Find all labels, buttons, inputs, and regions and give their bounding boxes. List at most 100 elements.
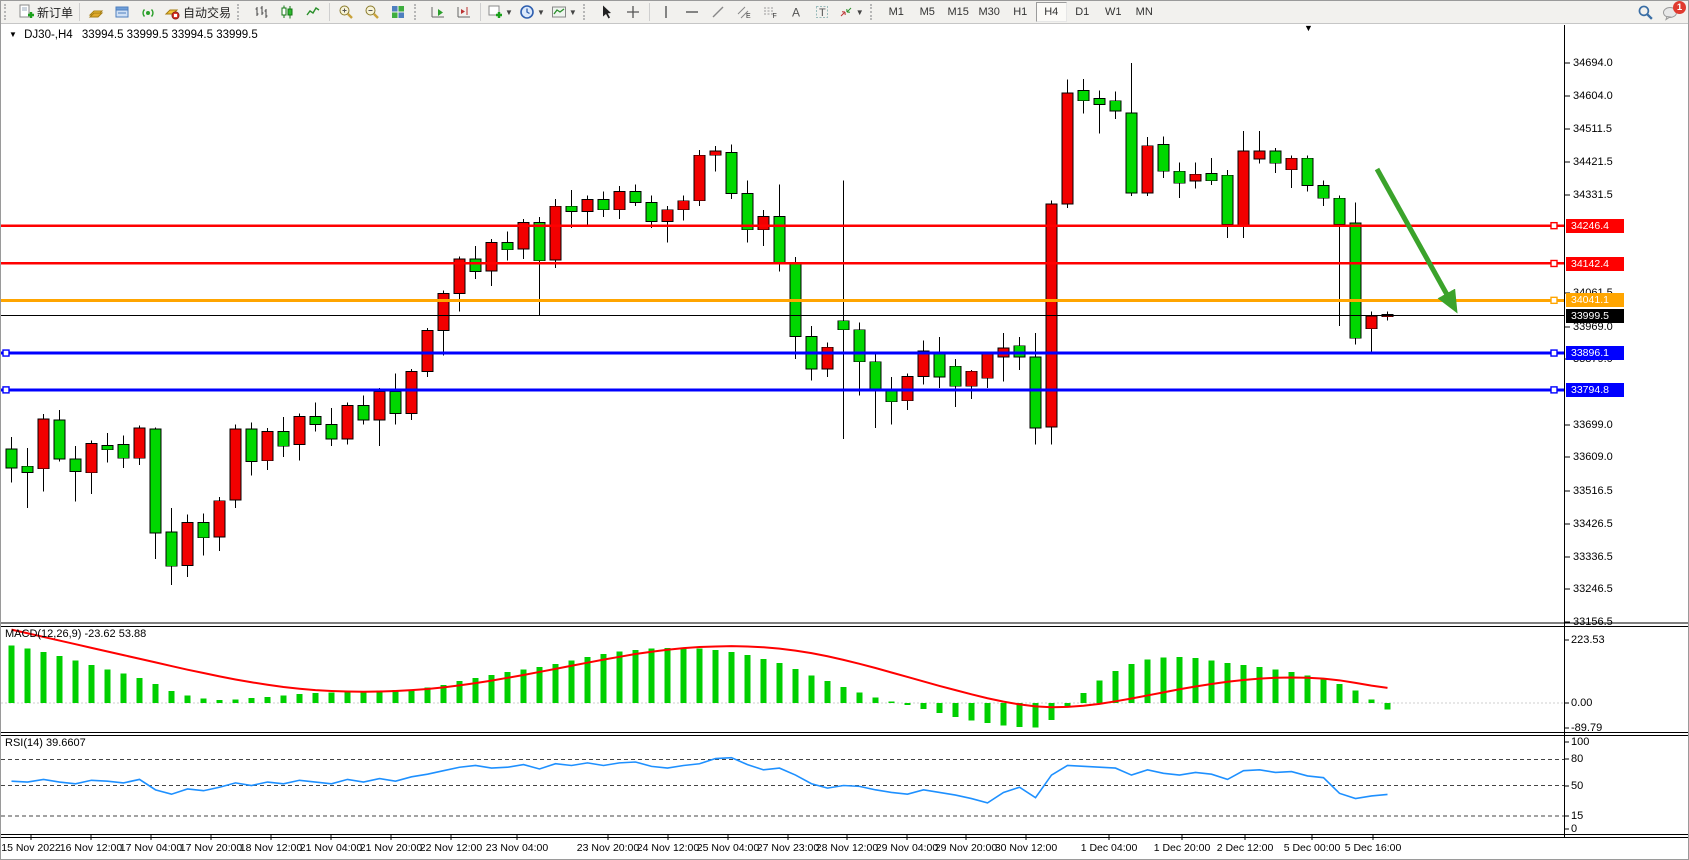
candle-body-up <box>181 522 194 566</box>
line-anchor-handle[interactable] <box>1550 386 1558 394</box>
separator <box>79 3 81 21</box>
macd-histogram-bar <box>760 658 767 703</box>
candle-body-down <box>1221 174 1234 225</box>
tile-windows-button[interactable] <box>385 1 411 23</box>
separator <box>648 3 650 21</box>
line-anchor-handle[interactable] <box>1550 221 1558 230</box>
macd-histogram-bar <box>1112 670 1119 703</box>
macd-histogram-bar <box>216 700 223 703</box>
time-axis-label: 28 Nov 12:00 <box>815 842 879 854</box>
new-order-button[interactable]: 新订单 <box>15 1 76 23</box>
toolbar-grip[interactable] <box>869 4 876 20</box>
text-label-button[interactable]: T <box>809 1 835 23</box>
candle-body-down <box>1157 143 1170 172</box>
candle-body-down <box>277 431 290 447</box>
macd-histogram-bar <box>1224 662 1231 703</box>
annotation-arrow-down[interactable] <box>1374 167 1458 314</box>
horizontal-line-button[interactable] <box>679 1 705 23</box>
price-level-badge: 33794.8 <box>1566 383 1624 397</box>
price-level-badge: 33999.5 <box>1566 309 1624 323</box>
line-anchor-handle[interactable] <box>1550 296 1558 305</box>
line-anchor-handle[interactable] <box>2 349 10 357</box>
macd-histogram-bar <box>680 648 687 703</box>
notifications-button[interactable]: 1 <box>1658 1 1686 23</box>
candle-body-up <box>1141 145 1154 194</box>
time-axis-label: 5 Dec 00:00 <box>1283 842 1341 854</box>
candle-body-down <box>165 531 178 567</box>
autotrade-button[interactable]: 自动交易 <box>161 1 234 23</box>
toolbar-grip[interactable] <box>4 4 10 20</box>
macd-histogram-bar <box>1352 690 1359 703</box>
candle-body-up <box>917 350 930 377</box>
time-axis-label: 21 Nov 20:00 <box>359 842 423 854</box>
auto-scroll-button[interactable] <box>425 1 451 23</box>
line-anchor-handle[interactable] <box>1550 349 1558 357</box>
time-axis-label: 25 Nov 04:00 <box>696 842 760 854</box>
indicators-dropdown[interactable]: ▼ <box>548 1 580 23</box>
arrows-dropdown[interactable]: ▼ <box>835 1 867 23</box>
candle-body-down <box>1109 100 1122 112</box>
candle-body-up <box>981 352 994 379</box>
timeframe-button-m1[interactable]: M1 <box>888 6 904 18</box>
period-clock-dropdown[interactable]: ▼ <box>516 1 548 23</box>
macd-histogram-bar <box>1016 703 1023 728</box>
macd-histogram-bar <box>1336 683 1343 703</box>
candle-body-up <box>421 330 434 373</box>
search-icon[interactable] <box>1632 1 1658 23</box>
chart-dropdown-icon[interactable]: ▼ <box>9 30 17 39</box>
candle-body-up <box>517 222 530 250</box>
macd-histogram-bar <box>424 687 431 703</box>
macd-histogram-bar <box>168 691 175 703</box>
chart-shift-button[interactable] <box>451 1 477 23</box>
time-axis-label: 2 Dec 12:00 <box>1216 842 1274 854</box>
price-axis-tick-label: 33336.5 <box>1573 551 1613 563</box>
bar-chart-button[interactable] <box>248 1 274 23</box>
candle-body-down <box>309 415 322 425</box>
timeframe-button-h1[interactable]: H1 <box>1013 6 1028 18</box>
cursor-button[interactable] <box>594 1 620 23</box>
timeframe-button-m15[interactable]: M15 <box>947 6 969 18</box>
line-chart-button[interactable] <box>300 1 326 23</box>
timeframe-button-d1[interactable]: D1 <box>1075 6 1090 18</box>
market-watch-button[interactable] <box>83 1 109 23</box>
candle-body-down <box>53 419 66 460</box>
dropdown-arrow-icon: ▼ <box>536 7 545 17</box>
timeframe-button-h4[interactable]: H4 <box>1035 2 1067 22</box>
candle-body-up <box>1253 150 1266 160</box>
timeframe-button-mn[interactable]: MN <box>1135 6 1153 18</box>
chart-title[interactable]: ▼ DJ30-,H4 33994.5 33999.5 33994.5 33999… <box>9 29 258 41</box>
timeframe-button-m30[interactable]: M30 <box>978 6 1000 18</box>
candlestick-button[interactable] <box>274 1 300 23</box>
toolbar-grip[interactable] <box>414 4 420 20</box>
candle-body-down <box>597 199 610 211</box>
candle-body-up <box>453 258 466 294</box>
macd-histogram-bar <box>936 703 943 714</box>
equidistant-channel-button[interactable]: E <box>731 1 757 23</box>
timeframe-button-m5[interactable]: M5 <box>919 6 935 18</box>
candle-body-up <box>1061 92 1074 205</box>
text-button[interactable]: A <box>783 1 809 23</box>
macd-histogram-bar <box>840 686 847 703</box>
chart-shift-marker[interactable]: ▼ <box>1304 23 1313 33</box>
navigator-button[interactable] <box>109 1 135 23</box>
signals-button[interactable] <box>135 1 161 23</box>
macd-histogram-bar <box>1240 665 1247 703</box>
new-chart-dropdown[interactable]: ▼ <box>484 1 516 23</box>
macd-histogram-bar <box>632 649 639 703</box>
macd-histogram-bar <box>968 703 975 721</box>
candle-body-up <box>1189 173 1202 182</box>
fibonacci-button[interactable]: F <box>757 1 783 23</box>
macd-signal-line <box>11 628 1388 709</box>
toolbar-grip[interactable] <box>582 4 589 20</box>
line-anchor-handle[interactable] <box>1550 259 1558 268</box>
crosshair-button[interactable] <box>620 1 646 23</box>
timeframe-button-w1[interactable]: W1 <box>1104 6 1122 18</box>
zoom-out-button[interactable] <box>359 1 385 23</box>
trendline-button[interactable] <box>705 1 731 23</box>
zoom-in-button[interactable] <box>333 1 359 23</box>
line-anchor-handle[interactable] <box>2 386 10 394</box>
toolbar-grip[interactable] <box>237 4 243 20</box>
macd-histogram-bar <box>1384 703 1391 710</box>
vertical-line-button[interactable] <box>653 1 679 23</box>
